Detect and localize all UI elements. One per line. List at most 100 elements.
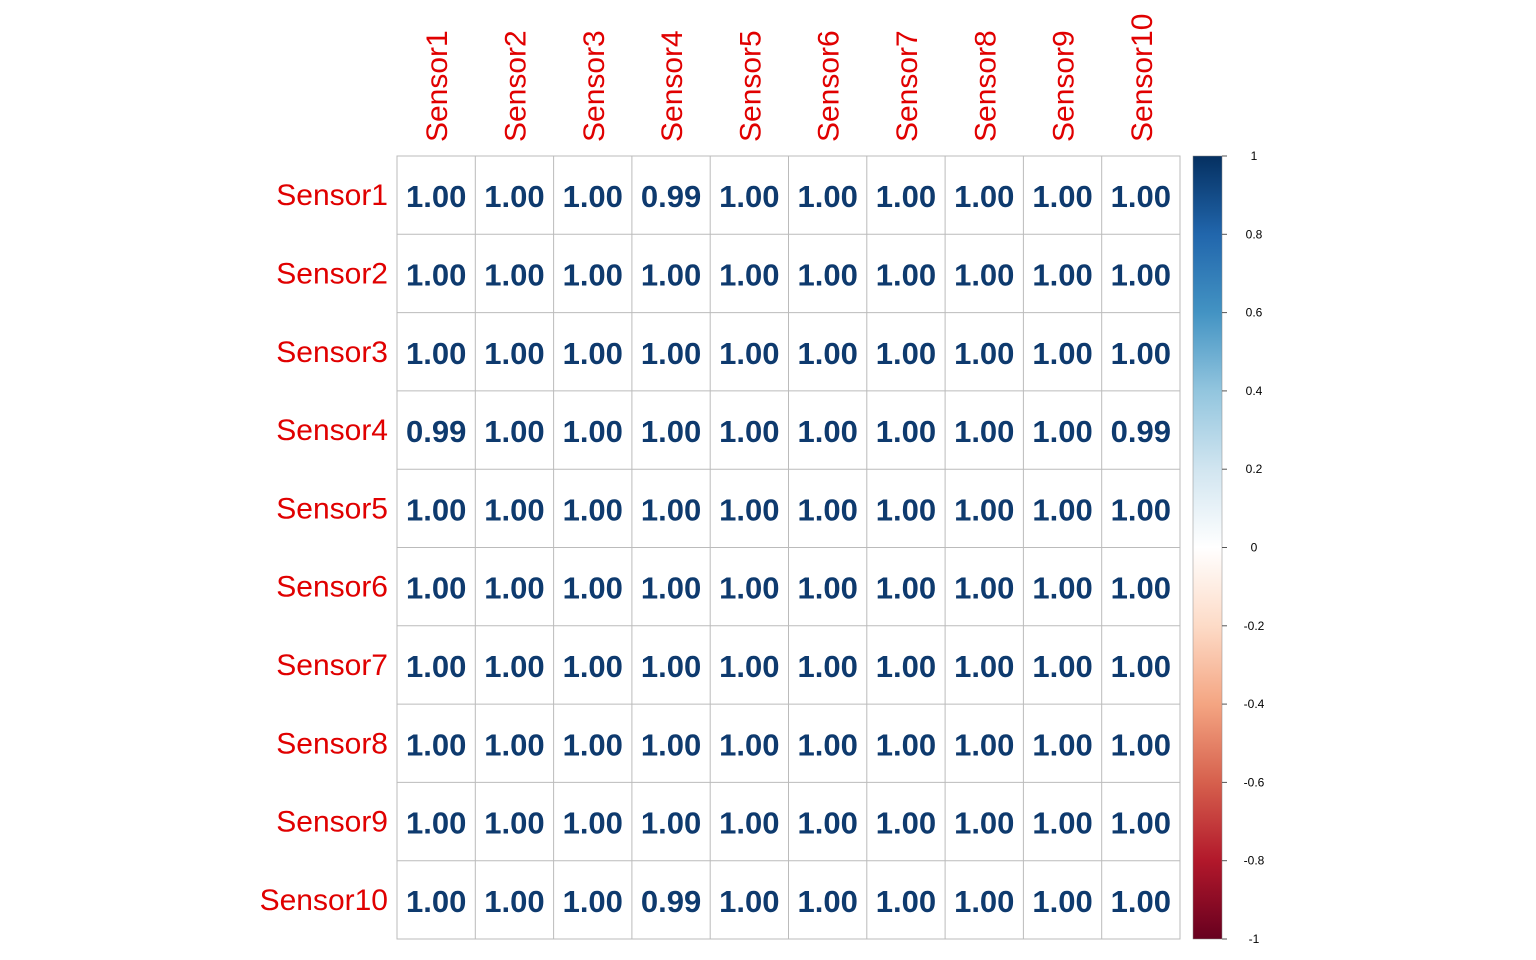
colorbar-ticks: 1 0.8 0.6 0.4 0.2 0 -0.2 -0.4 -0.6 -0.8 -1 xyxy=(1222,149,1265,946)
row-label: Sensor8 xyxy=(276,727,388,760)
cell-value: 1.00 xyxy=(563,257,623,292)
cell-value: 1.00 xyxy=(797,414,857,449)
cell-value: 1.00 xyxy=(954,806,1014,841)
row-labels: Sensor1 Sensor2 Sensor3 Sensor4 Sensor5 Senso… xyxy=(260,179,388,917)
cell-value: 1.00 xyxy=(1111,336,1171,371)
cell-value: 1.00 xyxy=(797,179,857,214)
cell-value: 1.00 xyxy=(797,492,857,527)
row-label: Sensor5 xyxy=(276,492,388,525)
column-label: Sensor9 xyxy=(1048,30,1081,142)
cell-value: 1.00 xyxy=(1111,649,1171,684)
cell-value: 1.00 xyxy=(954,649,1014,684)
cell-value: 1.00 xyxy=(1032,414,1092,449)
cell-value: 1.00 xyxy=(954,492,1014,527)
cell-value: 1.00 xyxy=(954,884,1014,919)
cell-value: 1.00 xyxy=(954,414,1014,449)
cell-value: 1.00 xyxy=(1111,806,1171,841)
column-label: Sensor8 xyxy=(969,30,1002,142)
colorbar-tick-label: -0.2 xyxy=(1244,619,1265,633)
cell-value: 1.00 xyxy=(876,571,936,606)
column-label: Sensor6 xyxy=(813,30,846,142)
cell-value: 1.00 xyxy=(484,571,544,606)
cell-value: 1.00 xyxy=(954,257,1014,292)
cell-value: 1.00 xyxy=(1111,571,1171,606)
cell-value: 1.00 xyxy=(876,336,936,371)
cell-value: 1.00 xyxy=(1032,257,1092,292)
cell-value: 0.99 xyxy=(641,179,701,214)
cell-value: 1.00 xyxy=(406,806,466,841)
cell-value: 1.00 xyxy=(797,571,857,606)
row-label: Sensor6 xyxy=(276,571,388,604)
cell-value: 1.00 xyxy=(876,649,936,684)
cell-value: 1.00 xyxy=(719,806,779,841)
cell-value: 1.00 xyxy=(484,179,544,214)
cell-value: 1.00 xyxy=(797,257,857,292)
cell-value: 1.00 xyxy=(954,727,1014,762)
column-label: Sensor7 xyxy=(891,30,924,142)
cell-value: 1.00 xyxy=(484,649,544,684)
row-label: Sensor10 xyxy=(260,884,388,917)
cell-value: 1.00 xyxy=(1032,806,1092,841)
cell-value: 1.00 xyxy=(641,257,701,292)
cell-value: 1.00 xyxy=(406,257,466,292)
cell-value: 1.00 xyxy=(876,179,936,214)
cell-value: 1.00 xyxy=(876,884,936,919)
cell-value: 1.00 xyxy=(641,336,701,371)
cell-value: 0.99 xyxy=(406,414,466,449)
cell-value: 1.00 xyxy=(954,571,1014,606)
cell-value: 1.00 xyxy=(1111,257,1171,292)
cell-value: 1.00 xyxy=(797,806,857,841)
colorbar-tick-label: 0.8 xyxy=(1246,227,1263,241)
row-label: Sensor7 xyxy=(276,649,388,682)
cell-value: 1.00 xyxy=(719,336,779,371)
cell-value: 1.00 xyxy=(719,257,779,292)
cell-value: 1.00 xyxy=(954,179,1014,214)
colorbar-tick-label: 0.2 xyxy=(1246,462,1263,476)
colorbar-tick-label: 0.6 xyxy=(1246,306,1263,320)
cell-value: 1.00 xyxy=(484,336,544,371)
column-label: Sensor2 xyxy=(499,30,532,142)
cell-value: 1.00 xyxy=(876,492,936,527)
cell-value: 1.00 xyxy=(641,571,701,606)
cell-value: 1.00 xyxy=(1111,727,1171,762)
cell-value: 1.00 xyxy=(563,727,623,762)
cell-value: 1.00 xyxy=(484,257,544,292)
column-label: Sensor1 xyxy=(421,30,454,142)
cell-value: 1.00 xyxy=(406,727,466,762)
cell-value: 1.00 xyxy=(563,336,623,371)
row-label: Sensor3 xyxy=(276,336,388,369)
cell-value: 1.00 xyxy=(954,336,1014,371)
column-label: Sensor10 xyxy=(1126,14,1159,142)
cell-value: 1.00 xyxy=(484,727,544,762)
cell-value: 1.00 xyxy=(563,414,623,449)
cell-value: 1.00 xyxy=(641,649,701,684)
colorbar-tick-label: 0 xyxy=(1251,541,1258,555)
cell-value: 1.00 xyxy=(876,806,936,841)
cell-value: 1.00 xyxy=(563,179,623,214)
cell-value: 1.00 xyxy=(1032,884,1092,919)
colorbar-tick-label: 0.4 xyxy=(1246,384,1263,398)
cell-value: 1.00 xyxy=(406,336,466,371)
cell-value: 1.00 xyxy=(797,649,857,684)
column-label: Sensor5 xyxy=(734,30,767,142)
cell-value: 1.00 xyxy=(406,884,466,919)
cell-value: 1.00 xyxy=(1032,492,1092,527)
cell-value: 1.00 xyxy=(406,571,466,606)
cell-value: 0.99 xyxy=(1111,414,1171,449)
cell-value: 1.00 xyxy=(797,336,857,371)
cell-value: 1.00 xyxy=(1032,336,1092,371)
colorbar-tick-label: -0.6 xyxy=(1244,775,1265,789)
cell-value: 1.00 xyxy=(876,414,936,449)
cell-value: 1.00 xyxy=(641,492,701,527)
colorbar-tick-label: -0.8 xyxy=(1244,854,1265,868)
cell-value: 1.00 xyxy=(563,884,623,919)
cell-value: 1.00 xyxy=(484,884,544,919)
cell-value: 1.00 xyxy=(484,806,544,841)
row-label: Sensor9 xyxy=(276,806,388,839)
cell-value: 1.00 xyxy=(641,727,701,762)
column-label: Sensor4 xyxy=(656,30,689,142)
colorbar-gradient xyxy=(1192,155,1223,940)
row-label: Sensor1 xyxy=(276,179,388,212)
cell-value: 1.00 xyxy=(406,492,466,527)
